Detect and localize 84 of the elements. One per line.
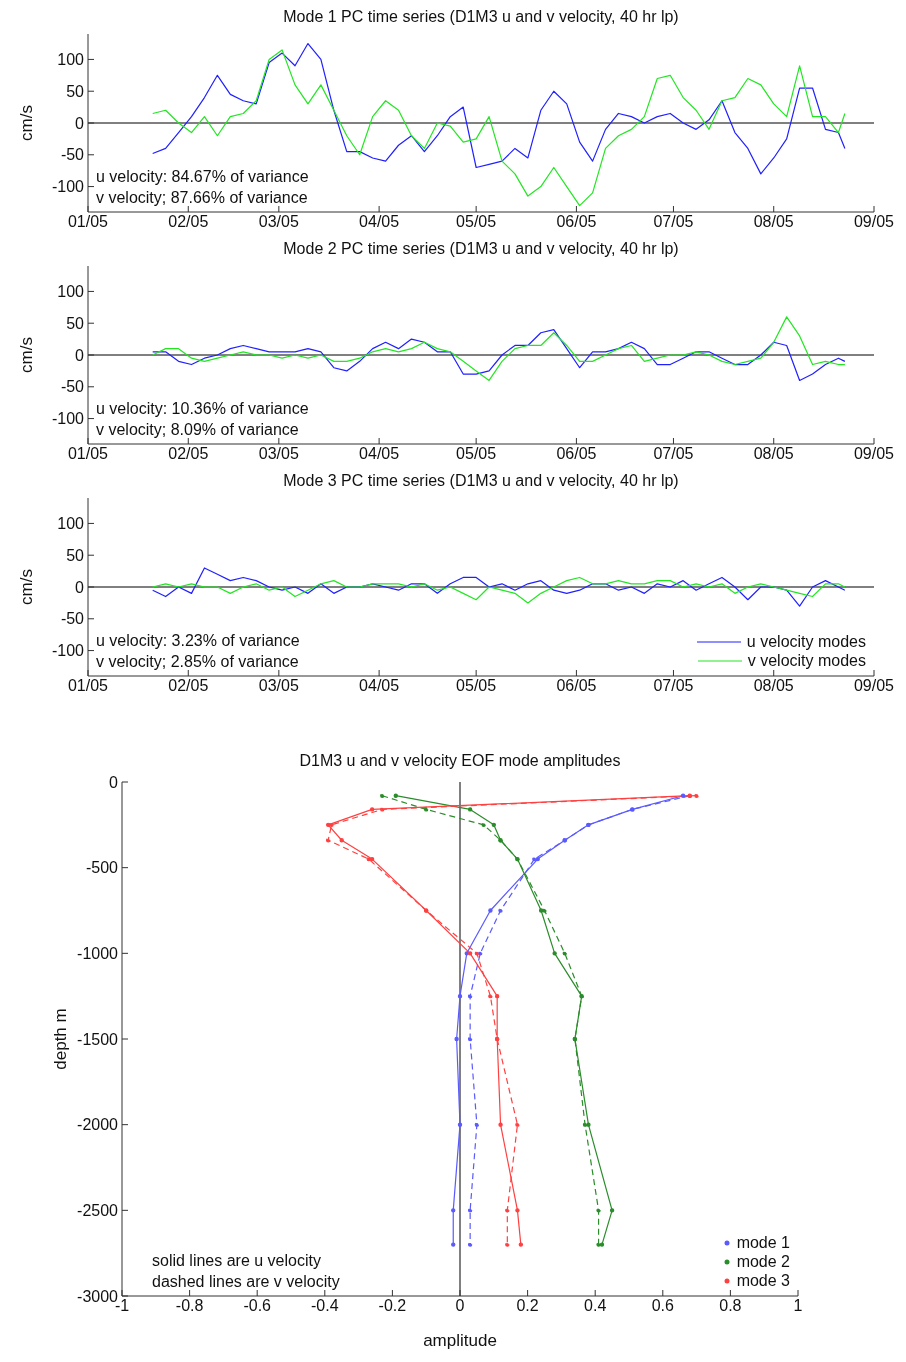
x-tick-label: 1 — [793, 1297, 803, 1315]
x-tick-label: 07/05 — [653, 445, 694, 463]
y-tick-label: -500 — [85, 859, 119, 877]
x-tick-label: -0.2 — [378, 1297, 407, 1315]
x-tick-label: 03/05 — [258, 445, 299, 463]
annotation: v velocity; 8.09% of variance — [96, 420, 300, 440]
y-tick-label: -100 — [51, 410, 85, 428]
annotation: u velocity: 84.67% of variance — [96, 167, 309, 187]
line-series — [152, 567, 846, 607]
x-tick-label: -0.4 — [311, 1297, 339, 1315]
line-series — [152, 316, 846, 382]
chart-title: Mode 3 PC time series (D1M3 u and v velocity, 40 hr lp) — [282, 472, 680, 490]
legend-label: v velocity modes — [747, 651, 866, 670]
x-tick-label: 0.8 — [719, 1297, 742, 1315]
y-tick-label: -1000 — [77, 945, 119, 963]
x-tick-label: 01/05 — [67, 213, 109, 231]
y-tick-label: 0 — [75, 114, 85, 132]
y-axis-title: cm/s — [17, 569, 37, 605]
x-tick-label: 01/05 — [67, 677, 109, 695]
x-tick-label: 0 — [455, 1297, 465, 1315]
x-tick-label: 04/05 — [359, 677, 400, 695]
y-tick-label: -1500 — [77, 1030, 119, 1048]
x-tick-label: 0.4 — [584, 1297, 607, 1315]
x-tick-label: 07/05 — [653, 213, 694, 231]
y-tick-label: 50 — [66, 82, 85, 100]
x-tick-label: 06/05 — [556, 677, 597, 695]
y-tick-label: 100 — [57, 515, 85, 533]
y-tick-label: -2500 — [77, 1202, 119, 1220]
y-tick-label: -100 — [51, 178, 85, 196]
chart-title: Mode 2 PC time series (D1M3 u and v velocity, 40 hr lp) — [282, 240, 680, 258]
annotation: u velocity: 3.23% of variance — [96, 631, 300, 651]
y-tick-label: 50 — [66, 314, 85, 332]
x-tick-label: 06/05 — [556, 445, 597, 463]
y-tick-label: 0 — [75, 346, 85, 364]
x-tick-label: 02/05 — [168, 677, 209, 695]
x-tick-label: 04/05 — [359, 445, 400, 463]
x-tick-label: -0.8 — [175, 1297, 204, 1315]
y-tick-label: 0 — [75, 578, 85, 596]
x-tick-label: 0.6 — [651, 1297, 675, 1315]
x-tick-label: 08/05 — [753, 213, 794, 231]
y-tick-label: -50 — [60, 378, 85, 396]
x-tick-label: 03/05 — [258, 213, 299, 231]
x-tick-label: 05/05 — [456, 445, 497, 463]
y-tick-label: -50 — [60, 146, 85, 164]
x-axis-title: amplitude — [423, 1331, 497, 1350]
annotation: solid lines are u velocity — [152, 1251, 322, 1271]
x-tick-label: 09/05 — [853, 445, 895, 463]
x-tick-label: 05/05 — [456, 677, 497, 695]
y-axis-title: cm/s — [17, 105, 37, 141]
x-tick-label: 01/05 — [67, 445, 109, 463]
x-tick-label: 0.2 — [516, 1297, 539, 1315]
x-tick-label: 02/05 — [168, 445, 209, 463]
y-axis-title: depth m — [51, 1008, 71, 1070]
x-tick-label: 03/05 — [258, 677, 299, 695]
text: mode 3 — [736, 1271, 790, 1290]
x-tick-label: 07/05 — [653, 677, 694, 695]
x-tick-label: 05/05 — [456, 213, 497, 231]
line-series — [152, 328, 846, 382]
y-tick-label: -50 — [60, 610, 85, 628]
x-tick-label: 04/05 — [359, 213, 400, 231]
text: mode 1 — [736, 1233, 790, 1252]
chart-title: D1M3 u and v velocity EOF mode amplitudes — [298, 752, 622, 770]
x-tick-label: 08/05 — [753, 677, 794, 695]
x-tick-label: -0.6 — [243, 1297, 272, 1315]
y-tick-label: -2000 — [77, 1116, 119, 1134]
x-tick-label: 09/05 — [853, 677, 895, 695]
legend-label: u velocity modes — [746, 632, 866, 651]
y-tick-label: 50 — [66, 546, 85, 564]
annotation: v velocity; 2.85% of variance — [96, 652, 300, 672]
annotation: dashed lines are v velocity — [152, 1272, 340, 1292]
x-tick-label: 08/05 — [753, 445, 794, 463]
x-tick-label: 02/05 — [168, 213, 209, 231]
y-tick-label: 100 — [57, 51, 85, 69]
chart-title: Mode 1 PC time series (D1M3 u and v velocity, 40 hr lp) — [282, 8, 680, 26]
text: mode 2 — [736, 1252, 790, 1271]
x-tick-label: 06/05 — [556, 213, 597, 231]
y-tick-label: -100 — [51, 642, 85, 660]
annotation: u velocity: 10.36% of variance — [96, 399, 309, 419]
y-tick-label: 0 — [109, 773, 119, 791]
annotation: v velocity; 87.66% of variance — [96, 188, 309, 208]
x-tick-label: 09/05 — [853, 213, 895, 231]
line-series — [152, 576, 846, 604]
y-tick-label: 100 — [57, 283, 85, 301]
y-axis-title: cm/s — [17, 337, 37, 373]
